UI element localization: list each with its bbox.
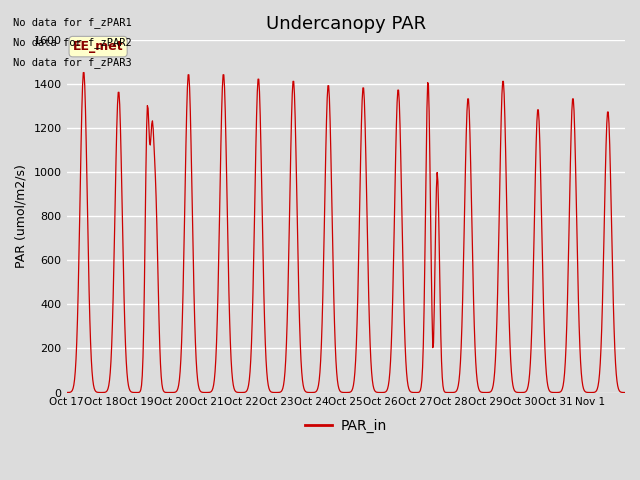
Text: No data for f_zPAR1: No data for f_zPAR1 bbox=[13, 17, 132, 28]
Text: EE_met: EE_met bbox=[73, 40, 124, 53]
Text: No data for f_zPAR2: No data for f_zPAR2 bbox=[13, 37, 132, 48]
Text: No data for f_zPAR3: No data for f_zPAR3 bbox=[13, 57, 132, 68]
Y-axis label: PAR (umol/m2/s): PAR (umol/m2/s) bbox=[15, 164, 28, 268]
Legend: PAR_in: PAR_in bbox=[299, 413, 392, 438]
Title: Undercanopy PAR: Undercanopy PAR bbox=[266, 15, 426, 33]
